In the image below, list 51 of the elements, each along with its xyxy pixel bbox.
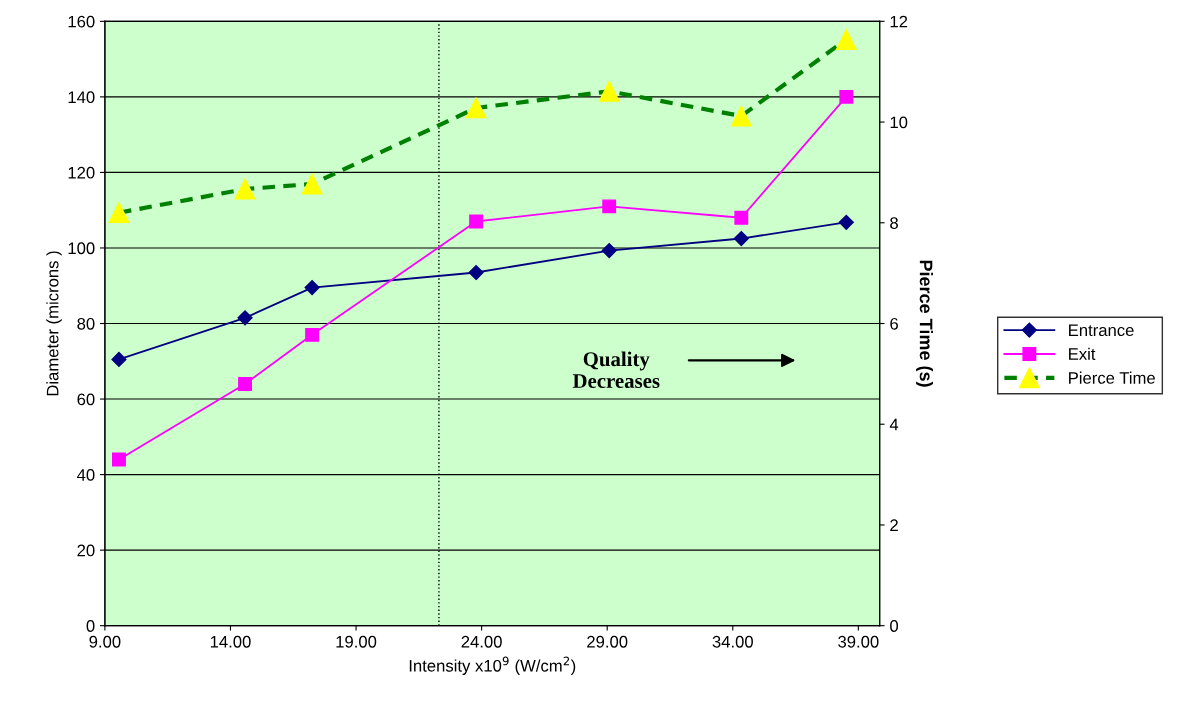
y-tick-label: 0 bbox=[86, 620, 95, 632]
x-tick-label: 14.00 bbox=[210, 635, 251, 648]
point bbox=[111, 351, 127, 367]
y2-tick-label: 2 bbox=[890, 519, 898, 531]
point bbox=[305, 327, 320, 342]
x-tick-label: 29.00 bbox=[587, 635, 628, 648]
y-tick-label: 40 bbox=[77, 468, 95, 481]
point bbox=[838, 214, 854, 230]
point bbox=[733, 230, 749, 247]
point bbox=[602, 199, 617, 214]
legend-label: Exit bbox=[1069, 347, 1096, 360]
y2-tick-label: 0 bbox=[890, 620, 899, 632]
y-tick-label: 160 bbox=[68, 15, 95, 28]
point bbox=[112, 452, 126, 467]
point bbox=[468, 264, 484, 281]
y2-tick-label: 6 bbox=[890, 317, 898, 330]
legend-label: Pierce Time bbox=[1069, 371, 1155, 384]
y2-axis-title: Pierce Time (s) bbox=[916, 260, 933, 387]
y2-tick-label: 10 bbox=[890, 116, 908, 129]
x-tick-label: 39.00 bbox=[838, 635, 879, 648]
point bbox=[601, 243, 617, 259]
y-tick-label: 140 bbox=[68, 91, 95, 104]
y-tick-label: 120 bbox=[68, 166, 95, 179]
x-tick-label: 34.00 bbox=[712, 635, 753, 648]
point bbox=[730, 105, 752, 127]
y-tick-label: 100 bbox=[68, 242, 95, 255]
point bbox=[598, 80, 620, 102]
point bbox=[238, 376, 252, 391]
x-tick-label: 24.00 bbox=[461, 635, 502, 648]
annotation: Quality Decreases bbox=[572, 351, 660, 388]
y-axis-title: Diameter (microns ) bbox=[46, 251, 62, 396]
y2-tick-label: 4 bbox=[889, 418, 899, 431]
point bbox=[234, 178, 256, 200]
point bbox=[839, 89, 854, 104]
y2-tick-label: 8 bbox=[890, 217, 898, 229]
y-tick-label: 80 bbox=[77, 317, 95, 330]
legend-label: Entrance bbox=[1069, 324, 1134, 337]
y-tick-label: 60 bbox=[77, 393, 95, 406]
point bbox=[465, 97, 487, 119]
x-tick-label: 19.00 bbox=[336, 635, 377, 648]
point bbox=[304, 280, 320, 296]
point bbox=[108, 202, 130, 224]
x-axis-title: Intensity x10$^{9}$ (W/cm$^{2}$) bbox=[409, 656, 576, 675]
x-tick-label: 9.00 bbox=[89, 635, 121, 648]
point bbox=[301, 173, 323, 195]
point bbox=[835, 29, 857, 50]
y-tick-label: 20 bbox=[77, 544, 95, 557]
point bbox=[469, 214, 484, 229]
point bbox=[734, 210, 749, 225]
point bbox=[237, 310, 253, 326]
y2-tick-label: 12 bbox=[890, 15, 908, 28]
